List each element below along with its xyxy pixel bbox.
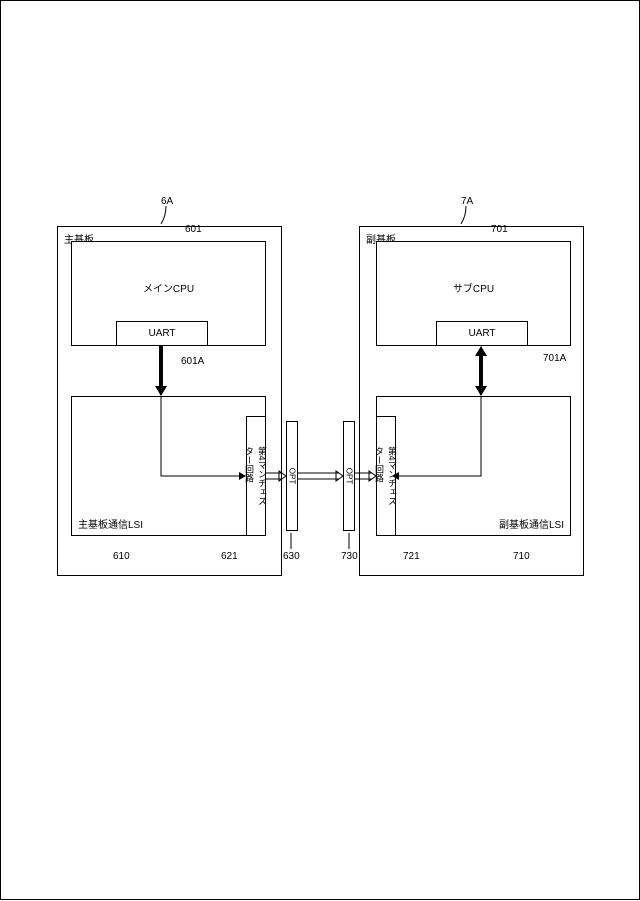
page: 6A 主基板 メインCPU 601	[0, 0, 640, 900]
block-diagram: 6A 主基板 メインCPU 601	[1, 1, 640, 901]
arrows-svg	[1, 1, 640, 901]
